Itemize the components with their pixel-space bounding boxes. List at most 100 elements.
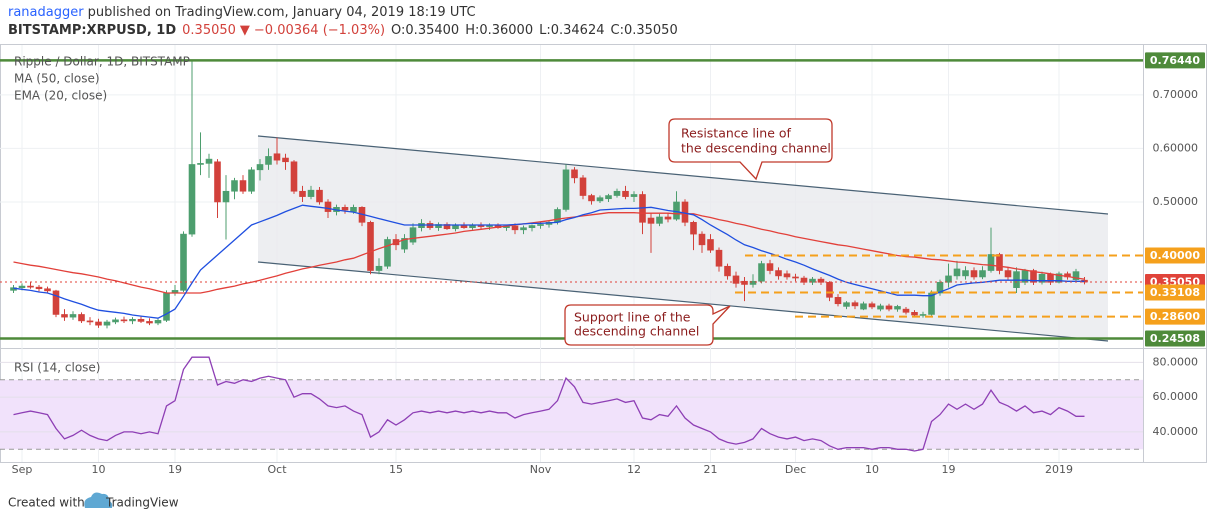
- grid: [0, 45, 1143, 462]
- candle-body: [129, 318, 136, 322]
- level-tag: [1145, 330, 1205, 347]
- level-tag: [1145, 308, 1205, 325]
- candle-body: [222, 190, 230, 203]
- candle-body: [783, 273, 791, 278]
- candle-body: [316, 189, 323, 203]
- candle-body: [664, 216, 672, 220]
- candle-body: [826, 282, 833, 298]
- candle-body: [987, 254, 995, 271]
- last-price: 0.35050: [182, 23, 236, 38]
- level-tag: [1145, 284, 1205, 301]
- x-tick-label: 10: [92, 463, 106, 476]
- legend-entry: RSI (14, close): [14, 361, 100, 375]
- candle-body: [775, 270, 782, 277]
- candle-body: [163, 292, 170, 321]
- candle-body: [851, 302, 859, 307]
- candle-body: [154, 320, 162, 324]
- candle-body: [1072, 271, 1080, 280]
- candle-body: [248, 169, 255, 192]
- candle-body: [953, 268, 961, 277]
- axes: Sep 10 19 Oct 15 Nov 12 21 Dec 10 19 2019 0.50000 0.6…: [12, 52, 1205, 476]
- channel-fill: [258, 136, 1108, 341]
- candle-body: [792, 276, 799, 279]
- candle-body: [537, 224, 544, 226]
- candle-body: [605, 195, 612, 200]
- legend-entry: MA (50, close): [14, 72, 100, 86]
- candle-body: [528, 225, 536, 228]
- candle-body: [1055, 273, 1063, 283]
- x-tick-label: 10: [865, 463, 879, 476]
- candle-body: [749, 280, 757, 285]
- plot: [0, 59, 1143, 452]
- y-tick-label: 0.70000: [1153, 88, 1199, 101]
- candle-body: [911, 312, 918, 316]
- footer-brand[interactable]: TradingView: [105, 496, 179, 510]
- candle-body: [885, 305, 893, 310]
- candle-body: [630, 194, 638, 197]
- candle-body: [86, 320, 94, 323]
- footer-text: Created with: [8, 496, 85, 510]
- x-tick-label: 21: [704, 463, 718, 476]
- candle-body: [290, 161, 298, 192]
- candle-body: [877, 305, 884, 310]
- level-tag: [1145, 52, 1205, 69]
- x-tick-label: 15: [389, 463, 403, 476]
- candle-body: [758, 263, 765, 282]
- symbol: BITSTAMP:XRPUSD, 1D: [8, 23, 176, 38]
- candle-body: [511, 225, 519, 231]
- candle-body: [401, 238, 408, 250]
- candle-body: [112, 319, 119, 323]
- candle-body: [979, 270, 986, 278]
- candle-body: [52, 290, 60, 315]
- candle-body: [273, 153, 281, 161]
- candle-body: [324, 201, 332, 212]
- y-tick-label: 40.0000: [1153, 425, 1199, 438]
- candle-body: [197, 163, 204, 165]
- low: L:0.34624: [539, 23, 604, 38]
- x-tick-label: Dec: [785, 463, 806, 476]
- candle-body: [95, 321, 102, 326]
- candle-body: [460, 225, 468, 228]
- candle-body: [367, 222, 374, 271]
- candle-body: [350, 207, 357, 212]
- x-tick-label: Oct: [267, 463, 287, 476]
- candle-body: [375, 265, 383, 271]
- publisher-line: ranadagger published on TradingView.com, …: [8, 5, 476, 20]
- rsi-band: [0, 379, 1143, 450]
- candle-body: [214, 161, 221, 203]
- candle-body: [27, 285, 34, 288]
- author[interactable]: ranadagger: [8, 5, 84, 20]
- candle-body: [656, 216, 663, 224]
- callout-box: [668, 118, 833, 181]
- candle-body: [299, 190, 306, 197]
- y-tick-label: 0.60000: [1153, 141, 1199, 154]
- candle-body: [741, 280, 748, 285]
- candle-body: [707, 239, 714, 251]
- candle-body: [962, 270, 969, 277]
- resistance-callout: Resistance line of the descending channe…: [668, 118, 833, 181]
- candle-body: [18, 285, 26, 288]
- candle-body: [188, 164, 196, 235]
- high: H:0.36000: [465, 23, 533, 38]
- candle-body: [137, 318, 145, 322]
- candle-body: [732, 275, 740, 284]
- level-label: 0.24508: [1150, 332, 1200, 345]
- candle-body: [970, 270, 978, 278]
- y-tick-label: 60.0000: [1153, 390, 1199, 403]
- x-tick-label: 19: [168, 463, 182, 476]
- candle-body: [562, 169, 570, 210]
- level-label: 0.40000: [1150, 249, 1200, 262]
- candle-body: [724, 265, 731, 277]
- y-tick-label: 80.0000: [1153, 355, 1199, 368]
- candle-body: [307, 189, 315, 197]
- candle-body: [44, 288, 51, 292]
- candle-body: [520, 227, 527, 231]
- arrow: ▼: [240, 23, 250, 38]
- candle-body: [554, 209, 561, 223]
- x-tick-label: 2019: [1045, 463, 1073, 476]
- pane-title: Ripple / Dollar, 1D, BITSTAMP: [14, 55, 190, 69]
- candle-body: [622, 190, 629, 197]
- level-label: 0.28600: [1150, 310, 1200, 323]
- candle-body: [120, 319, 128, 322]
